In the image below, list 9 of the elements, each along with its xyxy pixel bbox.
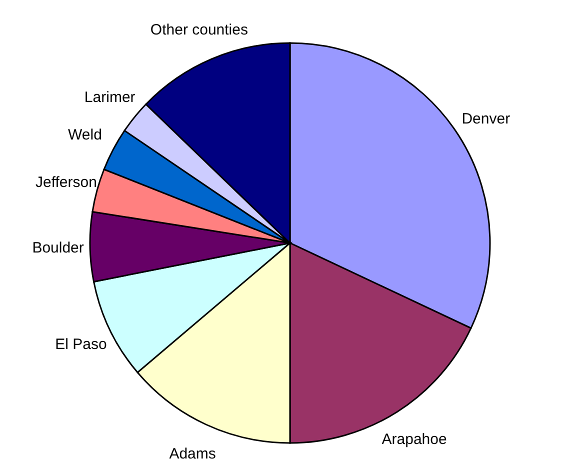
slice-label: Weld [68,126,102,144]
slice-label: Adams [169,446,216,463]
slice-label: Other counties [150,22,248,39]
slice-label: Boulder [32,239,84,256]
slice-label: Larimer [84,88,136,106]
slice-label: Denver [462,110,510,128]
slice-label: Jefferson [36,174,97,191]
slice-label: Arapahoe [382,430,447,448]
slice-label: El Paso [55,336,107,353]
